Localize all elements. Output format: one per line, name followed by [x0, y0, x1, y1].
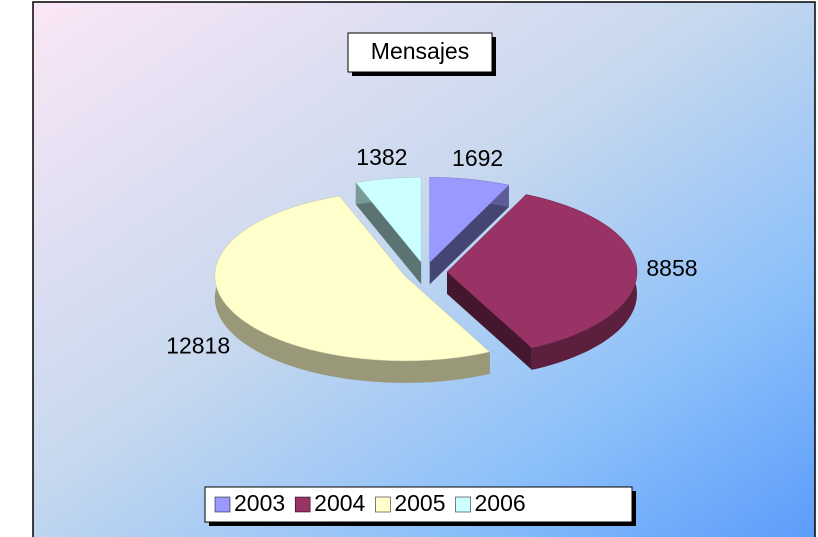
slice-rim	[214, 196, 490, 383]
slice-top	[355, 177, 422, 264]
slice-top	[214, 195, 491, 362]
data-label: 1382	[356, 144, 407, 170]
chart-title: Mensajes	[371, 38, 469, 64]
pie-slice	[429, 177, 510, 285]
legend-swatch	[294, 496, 311, 513]
legend-label: 2005	[394, 490, 445, 516]
slice-top	[446, 194, 638, 349]
legend-label: 2003	[234, 490, 285, 516]
data-label: 1692	[452, 145, 503, 171]
legend-swatch	[455, 496, 471, 513]
legend	[204, 486, 633, 523]
data-label: 12818	[166, 333, 230, 359]
pie-slice	[446, 194, 638, 370]
slice-wall	[429, 185, 509, 285]
legend-label: 2006	[475, 490, 526, 516]
legend-swatch	[214, 496, 231, 513]
slice-wall	[355, 182, 422, 285]
slice-wall	[446, 271, 532, 370]
chart-area	[32, 1, 816, 537]
legend-swatch	[375, 496, 391, 513]
slice-top	[429, 177, 510, 263]
pie-slice	[355, 177, 422, 285]
pie-slice	[214, 195, 491, 383]
legend-label: 2004	[314, 490, 365, 516]
title-box	[347, 32, 493, 73]
data-label: 8858	[646, 255, 697, 281]
